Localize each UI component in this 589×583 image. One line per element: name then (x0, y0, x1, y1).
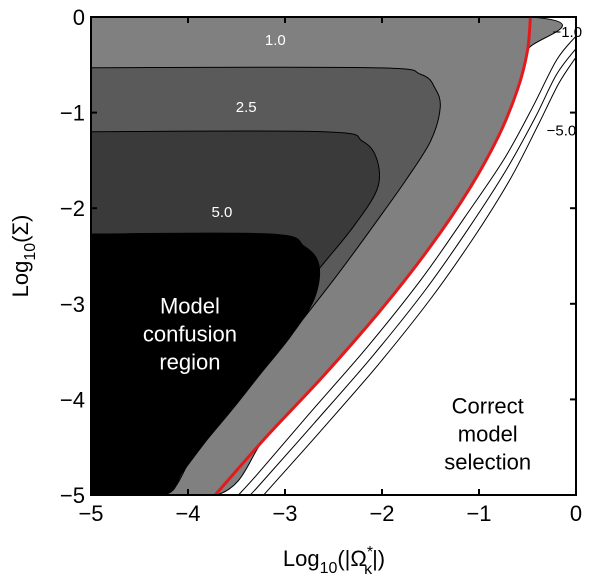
contour-line--5-0 (263, 56, 576, 495)
y-tick-label: −4 (60, 387, 85, 412)
x-tick-label: −5 (78, 501, 103, 526)
region-label: Correct model selection (444, 394, 531, 475)
x-tick-label: −2 (369, 501, 394, 526)
contour-label: 2.5 (236, 99, 257, 116)
region-label: Model confusion region (143, 293, 237, 374)
x-tick-label: 0 (570, 501, 582, 526)
y-tick-label: −5 (60, 483, 85, 508)
x-tick-label: −4 (175, 501, 200, 526)
y-tick-label: 0 (73, 5, 85, 30)
y-tick-label: −2 (60, 196, 85, 221)
y-tick-label: −1 (60, 101, 85, 126)
contour-label: 1.0 (265, 32, 286, 49)
contour-line--3-5 (249, 48, 576, 495)
ticks-layer: −5 −4 −3 −2 −1 0 0 −1 −2 −3 −4 −5 (60, 5, 582, 526)
contour-label: −5.0 (547, 123, 577, 140)
y-tick-label: −3 (60, 292, 85, 317)
contour-label: −1.0 (552, 24, 582, 41)
contour-line--2-5 (238, 35, 576, 495)
red-boundary-line (214, 17, 532, 495)
x-axis-label: Log10(|Ω* κ|) (283, 544, 385, 578)
contour-label: 5.0 (212, 204, 233, 221)
x-tick-label: −1 (466, 501, 491, 526)
plot-frame (90, 16, 577, 496)
contour-region-confusion (91, 232, 321, 495)
x-tick-label: −3 (272, 501, 297, 526)
plot-area (91, 17, 576, 495)
labels-layer: 1.0 2.5 5.0 −1.0 −5.0 Model confusion region Cor… (143, 24, 582, 475)
y-axis-label: Log10(Σ) (8, 215, 39, 298)
